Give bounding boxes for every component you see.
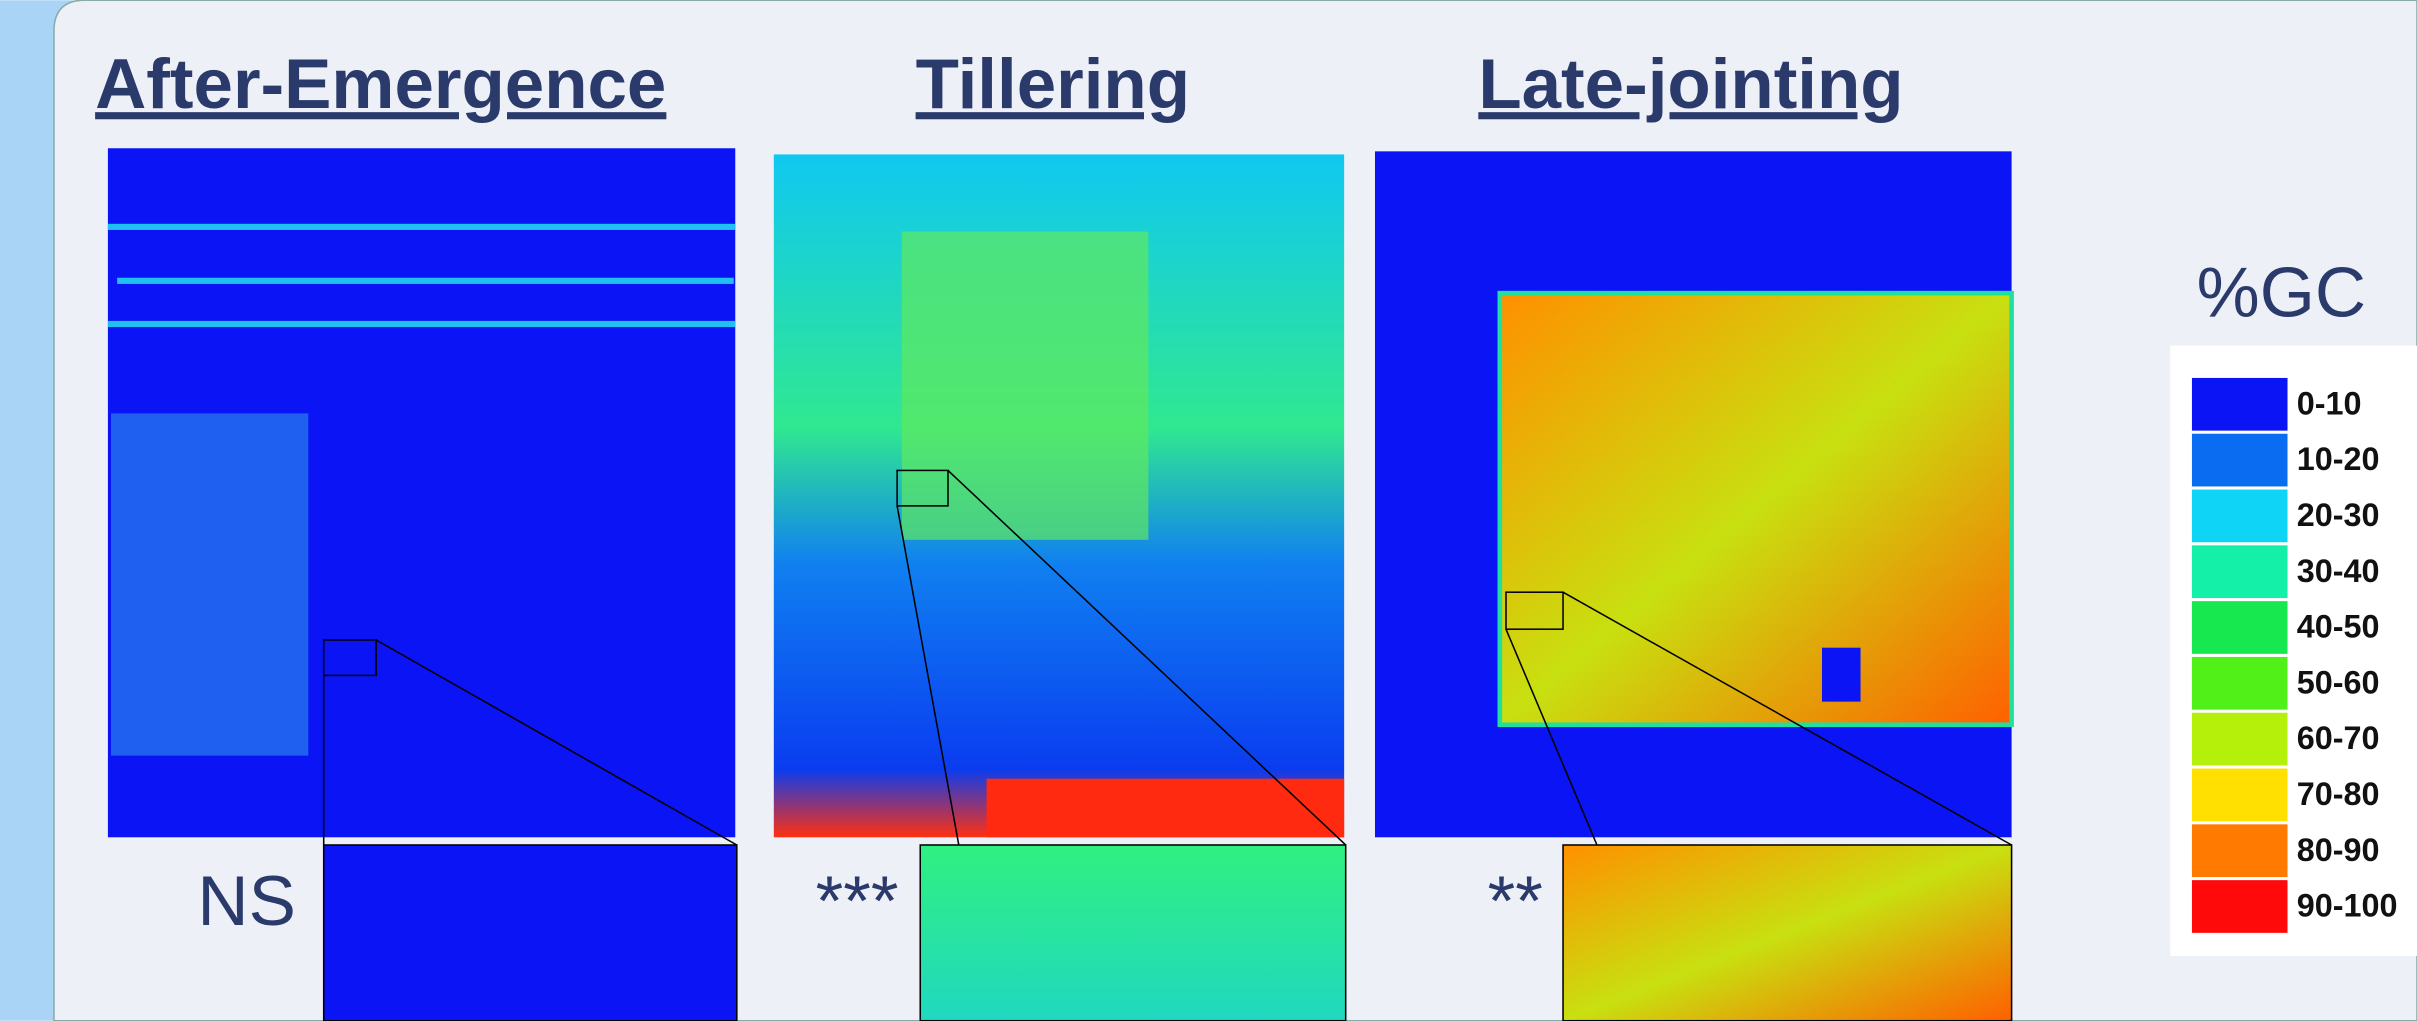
legend-swatch: [2191, 601, 2288, 654]
legend-label: 40-50: [2297, 609, 2380, 645]
legend-swatch: [2191, 656, 2288, 710]
legend-swatch: [2191, 433, 2288, 487]
legend-swatch: [2191, 489, 2288, 543]
legend-label: 10-20: [2297, 441, 2380, 477]
map-detail: [1497, 290, 2014, 728]
map-detail: [107, 320, 736, 328]
legend: 0-10 10-20 20-30 30-40 40-50 50-60 60-70 70-80 8…: [2191, 377, 2398, 933]
map-detail: [110, 413, 309, 756]
zoom-line: [947, 469, 1347, 846]
legend-label: 70-80: [2297, 776, 2380, 812]
panel-title: Tillering: [916, 45, 1190, 124]
map-detail: [107, 223, 736, 230]
legend-title: %GC: [2197, 253, 2366, 332]
significance-label: NS: [197, 862, 295, 941]
panel-title: Late-jointing: [1478, 45, 1903, 124]
legend-label: 20-30: [2297, 497, 2380, 533]
legend-label: 0-10: [2297, 385, 2362, 421]
zoom-line: [375, 639, 738, 846]
zoom-box: [896, 469, 949, 507]
map-detail: [1821, 647, 1861, 702]
zoom-line: [896, 505, 960, 846]
map-detail: [117, 277, 734, 284]
legend-label: 50-60: [2297, 664, 2380, 700]
legend-label: 90-100: [2297, 888, 2398, 924]
zoom-box: [322, 639, 377, 677]
zoom-inset: [919, 844, 1347, 1021]
legend-label: 80-90: [2297, 832, 2380, 868]
legend-swatch: [2191, 880, 2288, 933]
zoom-inset: [322, 844, 738, 1021]
legend-swatch: [2191, 377, 2288, 431]
panel-title: After-Emergence: [95, 45, 666, 124]
legend-swatch: [2191, 712, 2288, 766]
zoom-line: [1562, 591, 2012, 846]
significance-label: **: [1488, 862, 1543, 941]
zoom-box: [1505, 591, 1564, 630]
legend-label: 60-70: [2297, 720, 2380, 756]
significance-label: ***: [816, 862, 899, 941]
zoom-line: [1505, 628, 1598, 846]
legend-swatch: [2191, 545, 2288, 599]
map-detail: [986, 778, 1345, 838]
legend-swatch: [2191, 824, 2288, 878]
map-detail: [901, 231, 1149, 540]
legend-swatch: [2191, 768, 2288, 822]
legend-label: 30-40: [2297, 553, 2380, 589]
zoom-inset: [1562, 844, 2013, 1021]
